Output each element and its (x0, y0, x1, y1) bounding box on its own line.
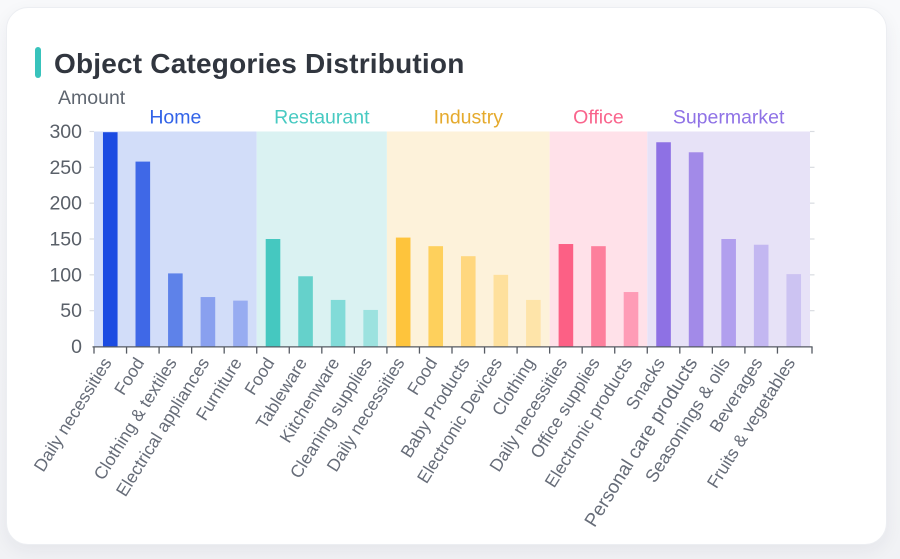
svg-text:150: 150 (49, 229, 82, 251)
svg-text:0: 0 (71, 336, 82, 358)
svg-text:Supermarket: Supermarket (673, 107, 785, 129)
svg-text:Amount: Amount (58, 87, 126, 109)
svg-text:Industry: Industry (434, 107, 504, 129)
svg-text:100: 100 (49, 264, 82, 286)
svg-text:250: 250 (49, 157, 82, 179)
svg-text:50: 50 (60, 300, 82, 322)
svg-text:200: 200 (49, 193, 82, 215)
svg-text:Home: Home (149, 107, 201, 129)
svg-text:300: 300 (49, 121, 82, 143)
svg-text:Office: Office (573, 107, 624, 129)
svg-text:Restaurant: Restaurant (274, 107, 370, 129)
